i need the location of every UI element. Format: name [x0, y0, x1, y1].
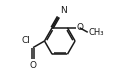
Text: Cl: Cl — [22, 36, 30, 45]
Text: N: N — [59, 6, 66, 15]
Text: CH₃: CH₃ — [88, 28, 103, 37]
Text: O: O — [29, 61, 36, 70]
Text: O: O — [76, 23, 83, 32]
